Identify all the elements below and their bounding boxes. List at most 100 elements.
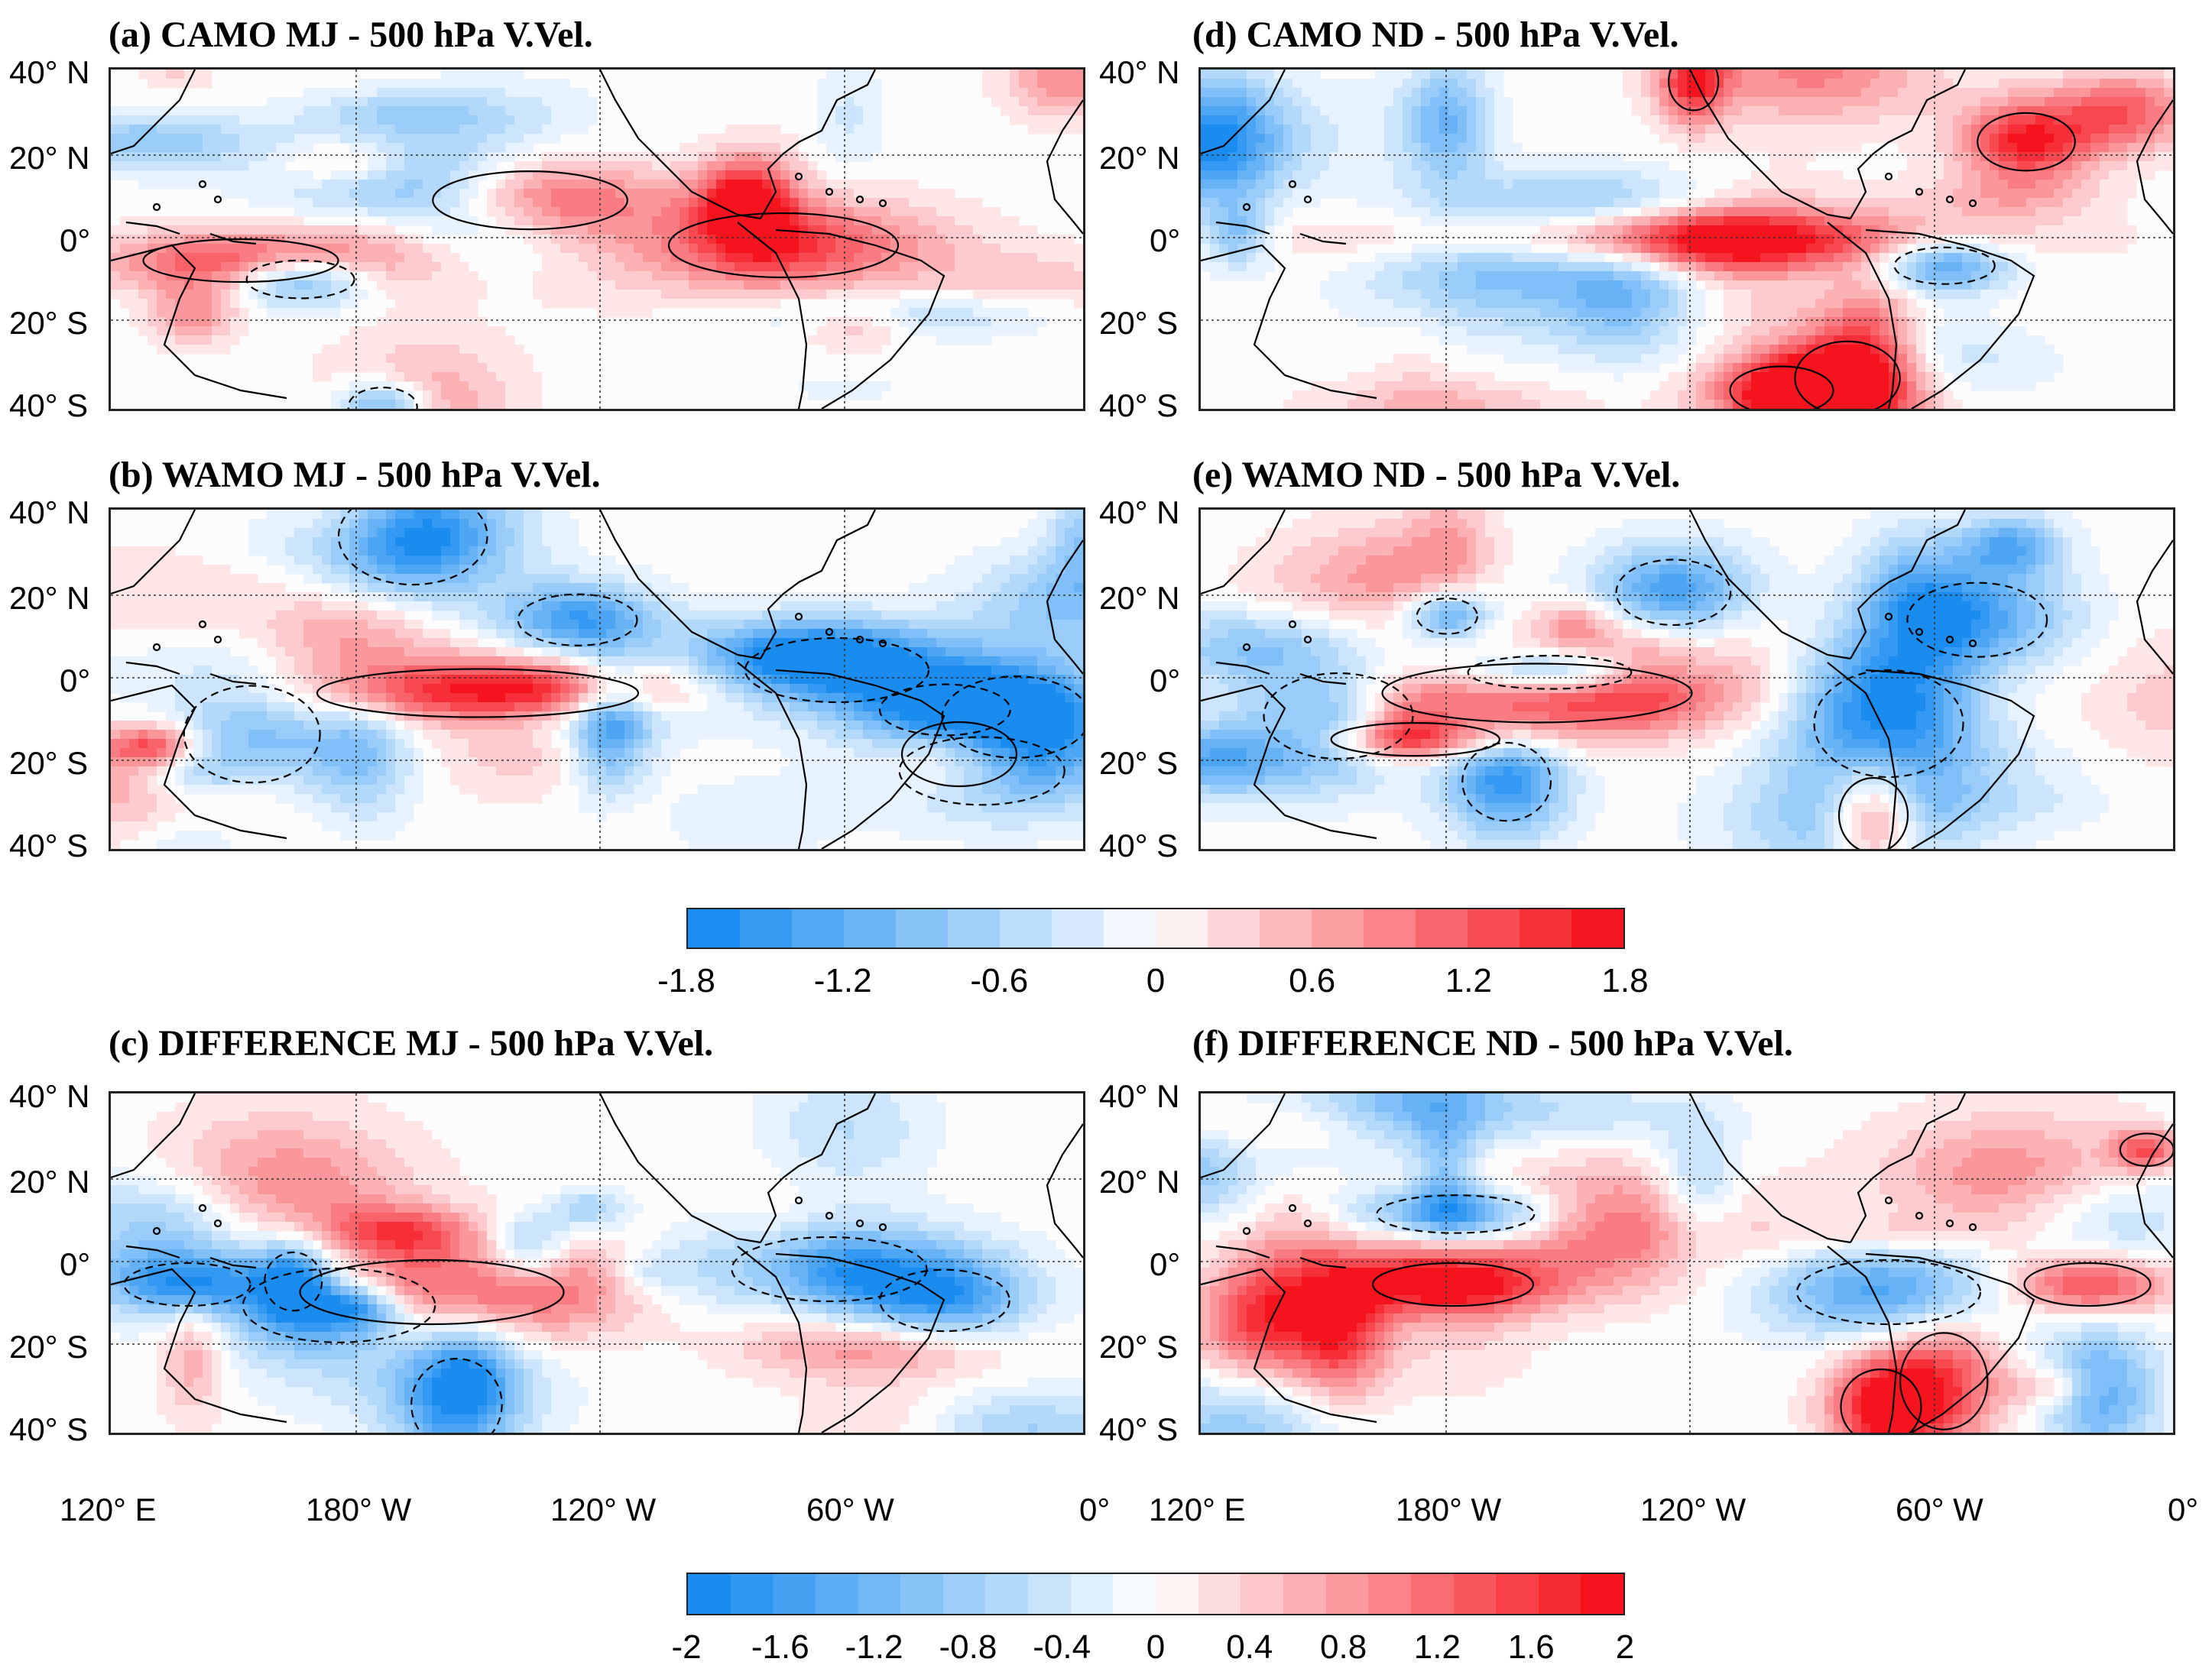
colorbar-tick-label: 0.4 — [1226, 1628, 1273, 1666]
colorbar-segment — [1312, 909, 1364, 948]
lon-label-0-right: 0° — [2168, 1492, 2199, 1527]
lat-label: 0° — [60, 222, 91, 258]
colorbar-segment — [1410, 1574, 1454, 1614]
lat-label: 20° S — [9, 745, 89, 781]
panel-title-f: (f) DIFFERENCE ND - 500 hPa V.Vel. — [1192, 1023, 1793, 1064]
negative-contour — [242, 1267, 436, 1343]
colorbar-segment — [688, 1574, 731, 1614]
negative-contour — [1813, 669, 1964, 779]
negative-contour — [898, 736, 1065, 806]
colorbar-segment — [1070, 1574, 1114, 1614]
negative-contour — [879, 1268, 1010, 1333]
colorbar-segment — [844, 909, 896, 948]
colorbar-segment — [688, 909, 740, 948]
colorbar-segment — [1208, 909, 1260, 948]
colorbar-segment — [1028, 1574, 1071, 1614]
colorbar-segment — [1364, 909, 1416, 948]
colorbar-segment — [740, 909, 792, 948]
colorbar-bottom — [686, 1573, 1625, 1615]
colorbar-tick-label: 1.2 — [1445, 962, 1492, 999]
positive-contour — [1899, 1332, 1989, 1430]
lat-label: 20° N — [1099, 580, 1180, 616]
positive-contour — [316, 668, 640, 718]
negative-contour — [410, 1358, 503, 1433]
negative-contour — [1893, 246, 1996, 285]
lon-label-120w-right: 120° W — [1640, 1492, 1747, 1527]
colorbar-segment — [896, 909, 948, 948]
colorbar-tick-label: -0.8 — [939, 1628, 997, 1666]
colorbar-segment — [730, 1574, 774, 1614]
panel-title-e: (e) WAMO ND - 500 hPa V.Vel. — [1192, 455, 1681, 495]
panel-title-a: (a) CAMO MJ - 500 hPa V.Vel. — [109, 15, 593, 55]
lat-label: 20° N — [9, 1164, 90, 1200]
panel-title-b: (b) WAMO MJ - 500 hPa V.Vel. — [109, 455, 601, 495]
lat-label: 20° N — [9, 580, 90, 616]
colorbar-segment — [1468, 909, 1520, 948]
colorbar-segment — [1453, 1574, 1497, 1614]
colorbar-segment — [948, 909, 1000, 948]
lat-label: 0° — [1150, 222, 1181, 258]
positive-contour — [299, 1258, 565, 1326]
lat-label: 40° N — [9, 54, 90, 90]
colorbar-segment — [1283, 1574, 1326, 1614]
colorbar-tick-label: -1.2 — [813, 962, 872, 999]
positive-contour — [1729, 365, 1834, 409]
positive-contour — [1794, 340, 1901, 409]
colorbar-tick-label: 0.6 — [1289, 962, 1336, 999]
negative-contour — [245, 259, 355, 300]
colorbar-segment — [1113, 1574, 1156, 1614]
lat-label: 40° S — [1099, 1411, 1179, 1447]
colorbar-segment — [1520, 909, 1571, 948]
negative-contour — [1416, 598, 1478, 635]
colorbar-segment — [1416, 909, 1468, 948]
positive-contour — [1840, 1368, 1922, 1433]
lat-label: 40° N — [1099, 494, 1180, 530]
lon-label-120w-left: 120° W — [550, 1492, 657, 1527]
map-panel-f — [1198, 1091, 2175, 1435]
colorbar-tick-label: -1.2 — [845, 1628, 903, 1666]
map-panel-d — [1198, 67, 2175, 411]
lat-label: 20° S — [9, 1329, 89, 1365]
colorbar-segment — [1241, 1574, 1283, 1614]
lon-label-60w-right: 60° W — [1896, 1492, 1983, 1527]
negative-contour — [744, 637, 930, 704]
positive-contour — [2023, 1262, 2152, 1307]
lat-label: 20° S — [1099, 745, 1179, 781]
negative-contour — [1906, 581, 2048, 658]
colorbar-segment — [1156, 1574, 1198, 1614]
positive-contour — [432, 170, 628, 231]
lat-label: 0° — [60, 662, 91, 698]
lat-label: 40° S — [1099, 387, 1179, 423]
positive-contour — [142, 238, 339, 283]
lat-label: 40° S — [9, 387, 89, 423]
lon-label-180w-right: 180° W — [1396, 1492, 1502, 1527]
lat-label: 20° S — [1099, 1329, 1179, 1365]
lat-label: 20° N — [9, 140, 90, 176]
map-panel-c — [109, 1091, 1085, 1435]
colorbar-segment — [1000, 909, 1052, 948]
colorbar-segment — [1571, 909, 1623, 948]
lat-label: 40° S — [1099, 828, 1179, 863]
colorbar-segment — [1156, 909, 1208, 948]
negative-contour — [1795, 1258, 1982, 1326]
lat-label: 20° S — [1099, 305, 1179, 341]
negative-contour — [1467, 654, 1633, 690]
map-panel-a — [109, 67, 1085, 411]
colorbar-tick-label: -0.4 — [1033, 1628, 1091, 1666]
colorbar-segment — [1325, 1574, 1369, 1614]
positive-contour — [900, 721, 1018, 788]
negative-contour — [878, 683, 1011, 737]
colorbar-tick-label: 1.6 — [1507, 1628, 1555, 1666]
positive-contour — [667, 212, 900, 279]
lat-label: 20° N — [1099, 140, 1180, 176]
positive-contour — [1371, 1262, 1535, 1307]
colorbar-segment — [1198, 1574, 1241, 1614]
negative-contour — [1376, 1194, 1536, 1234]
negative-contour — [183, 685, 321, 784]
colorbar-segment — [792, 909, 844, 948]
colorbar-segment — [985, 1574, 1029, 1614]
colorbar-segment — [1538, 1574, 1581, 1614]
panel-title-c: (c) DIFFERENCE MJ - 500 hPa V.Vel. — [109, 1023, 714, 1064]
colorbar-tick-label: 1.2 — [1413, 1628, 1461, 1666]
lat-label: 20° S — [9, 305, 89, 341]
